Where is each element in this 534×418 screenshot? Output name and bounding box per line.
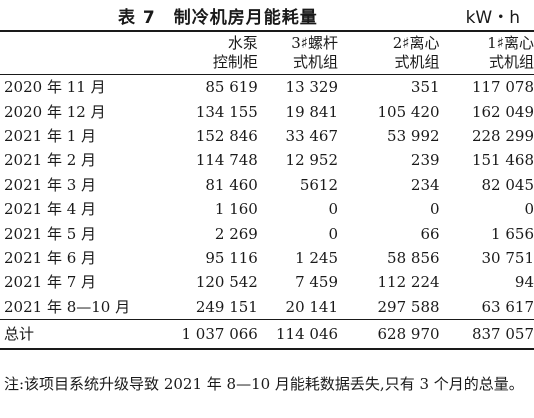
table-note: 注:该项目系统升级导致 2021 年 8—10 月能耗数据丢失,只有 3 个月的… (4, 375, 524, 393)
value-cell: 94 (514, 273, 534, 292)
header-screw-unit-3: 3♯螺杆 式机组 (291, 34, 339, 71)
month-cell: 2021 年 6 月 (4, 248, 97, 267)
value-cell: 1 656 (491, 224, 534, 243)
month-cell: 2021 年 8—10 月 (4, 297, 131, 316)
month-cell: 2021 年 4 月 (4, 200, 97, 219)
table-row: 2021 年 8—10 月 249 151 20 141 297 588 63 … (0, 295, 534, 320)
table-row: 2021 年 7 月 120 542 7 459 112 224 94 (0, 270, 534, 294)
month-cell: 2021 年 1 月 (4, 126, 97, 145)
value-cell: 151 468 (471, 151, 534, 170)
value-cell: 20 141 (285, 297, 339, 316)
value-cell: 239 (410, 151, 440, 170)
month-cell: 2021 年 2 月 (4, 151, 97, 170)
value-cell: 134 155 (195, 102, 258, 121)
header-blank (0, 31, 160, 75)
value-cell: 228 299 (471, 126, 534, 145)
month-cell: 2021 年 3 月 (4, 175, 97, 194)
total-value: 628 970 (377, 324, 440, 343)
total-row: 总计 1 037 066 114 046 628 970 837 057 (0, 319, 534, 349)
table-title: 表 7 制冷机房月能耗量 (118, 3, 318, 28)
value-cell: 297 588 (377, 297, 440, 316)
value-cell: 351 (410, 78, 440, 97)
total-value: 114 046 (276, 324, 339, 343)
month-cell: 2021 年 7 月 (4, 273, 97, 292)
value-cell: 162 049 (471, 102, 534, 121)
table-row: 2021 年 5 月 2 269 0 66 1 656 (0, 221, 534, 245)
value-cell: 7 459 (295, 273, 339, 292)
value-cell: 1 245 (295, 248, 339, 267)
month-cell: 2020 年 12 月 (4, 102, 106, 121)
value-cell: 105 420 (377, 102, 440, 121)
table-row: 2020 年 12 月 134 155 19 841 105 420 162 0… (0, 99, 534, 123)
table-body: 2020 年 11 月 85 619 13 329 351 117 078 20… (0, 75, 534, 320)
table-row: 2020 年 11 月 85 619 13 329 351 117 078 (0, 75, 534, 100)
table-caption: 表 7 制冷机房月能耗量 kW・h (0, 0, 534, 28)
energy-table: 水泵 控制柜 3♯螺杆 式机组 2♯离心 式机组 1♯离心 式机组 2020 年… (0, 30, 534, 350)
header-pump-cabinet: 水泵 控制柜 (212, 34, 258, 71)
month-cell: 2020 年 11 月 (4, 78, 106, 97)
total-value: 1 037 066 (181, 324, 258, 343)
value-cell: 234 (410, 175, 440, 194)
value-cell: 117 078 (471, 78, 534, 97)
table-number: 表 7 (118, 8, 156, 28)
value-cell: 1 160 (214, 200, 258, 219)
value-cell: 2 269 (214, 224, 258, 243)
value-cell: 82 045 (481, 175, 534, 194)
total-value: 837 057 (471, 324, 534, 343)
value-cell: 112 224 (377, 273, 440, 292)
value-cell: 0 (430, 200, 440, 219)
value-cell: 5612 (299, 175, 339, 194)
value-cell: 13 329 (285, 78, 339, 97)
unit-label: kW・h (465, 8, 520, 28)
value-cell: 63 617 (481, 297, 534, 316)
table-row: 2021 年 6 月 95 116 1 245 58 856 30 751 (0, 246, 534, 270)
value-cell: 81 460 (205, 175, 258, 194)
value-cell: 120 542 (195, 273, 258, 292)
table-title-text: 制冷机房月能耗量 (173, 8, 318, 28)
value-cell: 0 (524, 200, 534, 219)
value-cell: 30 751 (481, 248, 534, 267)
header-centrifugal-unit-1: 1♯离心 式机组 (487, 34, 534, 71)
value-cell: 249 151 (195, 297, 258, 316)
value-cell: 85 619 (205, 78, 258, 97)
table-row: 2021 年 3 月 81 460 5612 234 82 045 (0, 173, 534, 197)
value-cell: 12 952 (285, 151, 339, 170)
table-row: 2021 年 1 月 152 846 33 467 53 992 228 299 (0, 124, 534, 148)
header-centrifugal-unit-2: 2♯离心 式机组 (392, 34, 440, 71)
value-cell: 114 748 (195, 151, 258, 170)
value-cell: 19 841 (285, 102, 339, 121)
table-row: 2021 年 4 月 1 160 0 0 0 (0, 197, 534, 221)
value-cell: 66 (420, 224, 440, 243)
value-cell: 0 (328, 224, 339, 243)
value-cell: 152 846 (195, 126, 258, 145)
value-cell: 33 467 (285, 126, 339, 145)
value-cell: 58 856 (387, 248, 440, 267)
header-row: 水泵 控制柜 3♯螺杆 式机组 2♯离心 式机组 1♯离心 式机组 (0, 31, 534, 75)
value-cell: 95 116 (205, 248, 258, 267)
table-row: 2021 年 2 月 114 748 12 952 239 151 468 (0, 148, 534, 172)
value-cell: 0 (328, 200, 339, 219)
month-cell: 2021 年 5 月 (4, 224, 97, 243)
total-label: 总计 (4, 325, 35, 344)
value-cell: 53 992 (387, 126, 440, 145)
